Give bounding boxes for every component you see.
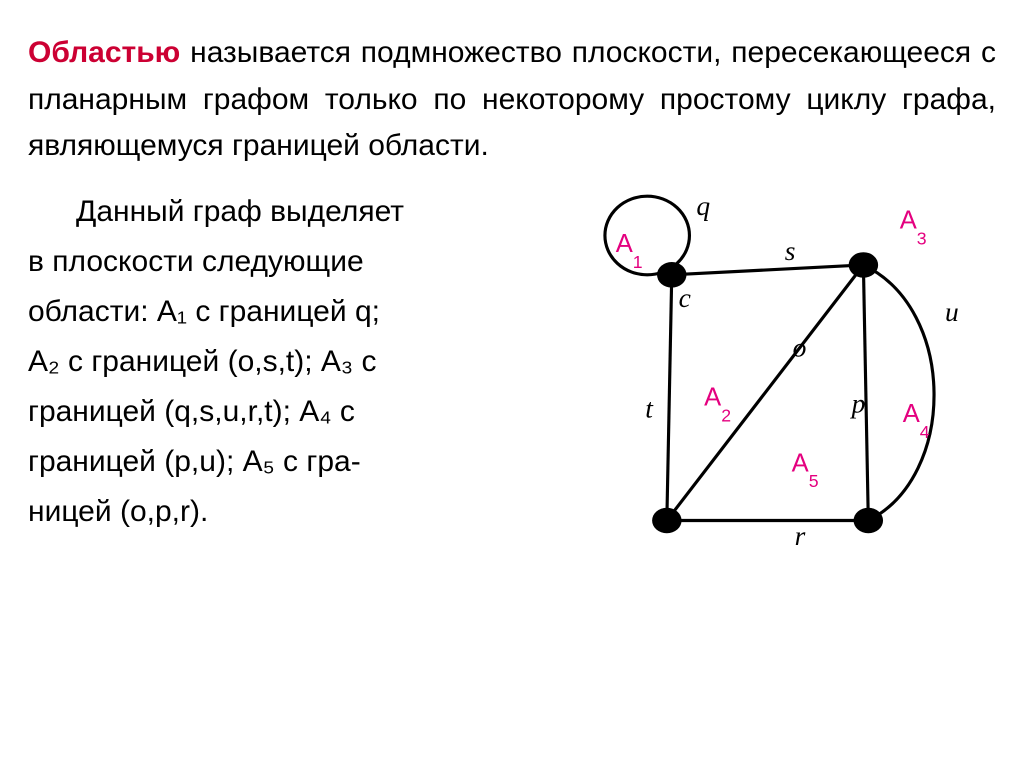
edge-label-q: q: [696, 189, 710, 220]
edge-labels-group: q s c t o p r u: [645, 189, 958, 550]
body-line-1: в плоскости следующие: [28, 238, 544, 286]
definition-paragraph: Областью называется подмножество плоскос…: [28, 30, 996, 170]
edge-label-p: p: [850, 387, 866, 418]
edge-label-o: o: [793, 331, 807, 362]
area-label-A2: A2: [704, 383, 731, 425]
area-labels-group: A1A2A3A4A5: [616, 206, 930, 491]
body-line-4: границей (q,s,u,r,t); A₄ с: [28, 388, 544, 436]
node-bot_left: [652, 507, 681, 533]
definition-highlight: Областью: [28, 36, 180, 69]
area-label-A4: A4: [903, 400, 930, 442]
edge-label-c: c: [679, 282, 691, 313]
body-line-5: границей (p,u); A₅ с гра-: [28, 438, 544, 486]
edge-label-r: r: [795, 520, 806, 551]
body-text: Данный граф выделяет в плоскости следующ…: [28, 188, 544, 538]
edge-o: [667, 264, 864, 520]
edge-u: [863, 264, 934, 520]
edges-group: [605, 196, 934, 520]
body-line-0: Данный граф выделяет: [28, 188, 544, 236]
node-bot_right: [854, 507, 883, 533]
area-label-A5: A5: [792, 449, 819, 491]
edge-s: [672, 264, 864, 274]
graph-diagram: qsctopru A1A2A3A4A5: [544, 188, 996, 568]
body-line-6: ницей (o,p,r).: [28, 488, 544, 536]
edge-label-u: u: [945, 296, 959, 327]
edge-label-s: s: [785, 235, 796, 266]
body-line-3: A₂ с границей (o,s,t); A₃ с: [28, 338, 544, 386]
area-label-A3: A3: [900, 206, 927, 248]
node-top_right: [849, 252, 878, 278]
content-row: Данный граф выделяет в плоскости следующ…: [28, 188, 996, 568]
body-line-2: области: A₁ с границей q;: [28, 288, 544, 336]
edge-t: [667, 274, 672, 520]
edge-label-t: t: [645, 392, 654, 423]
